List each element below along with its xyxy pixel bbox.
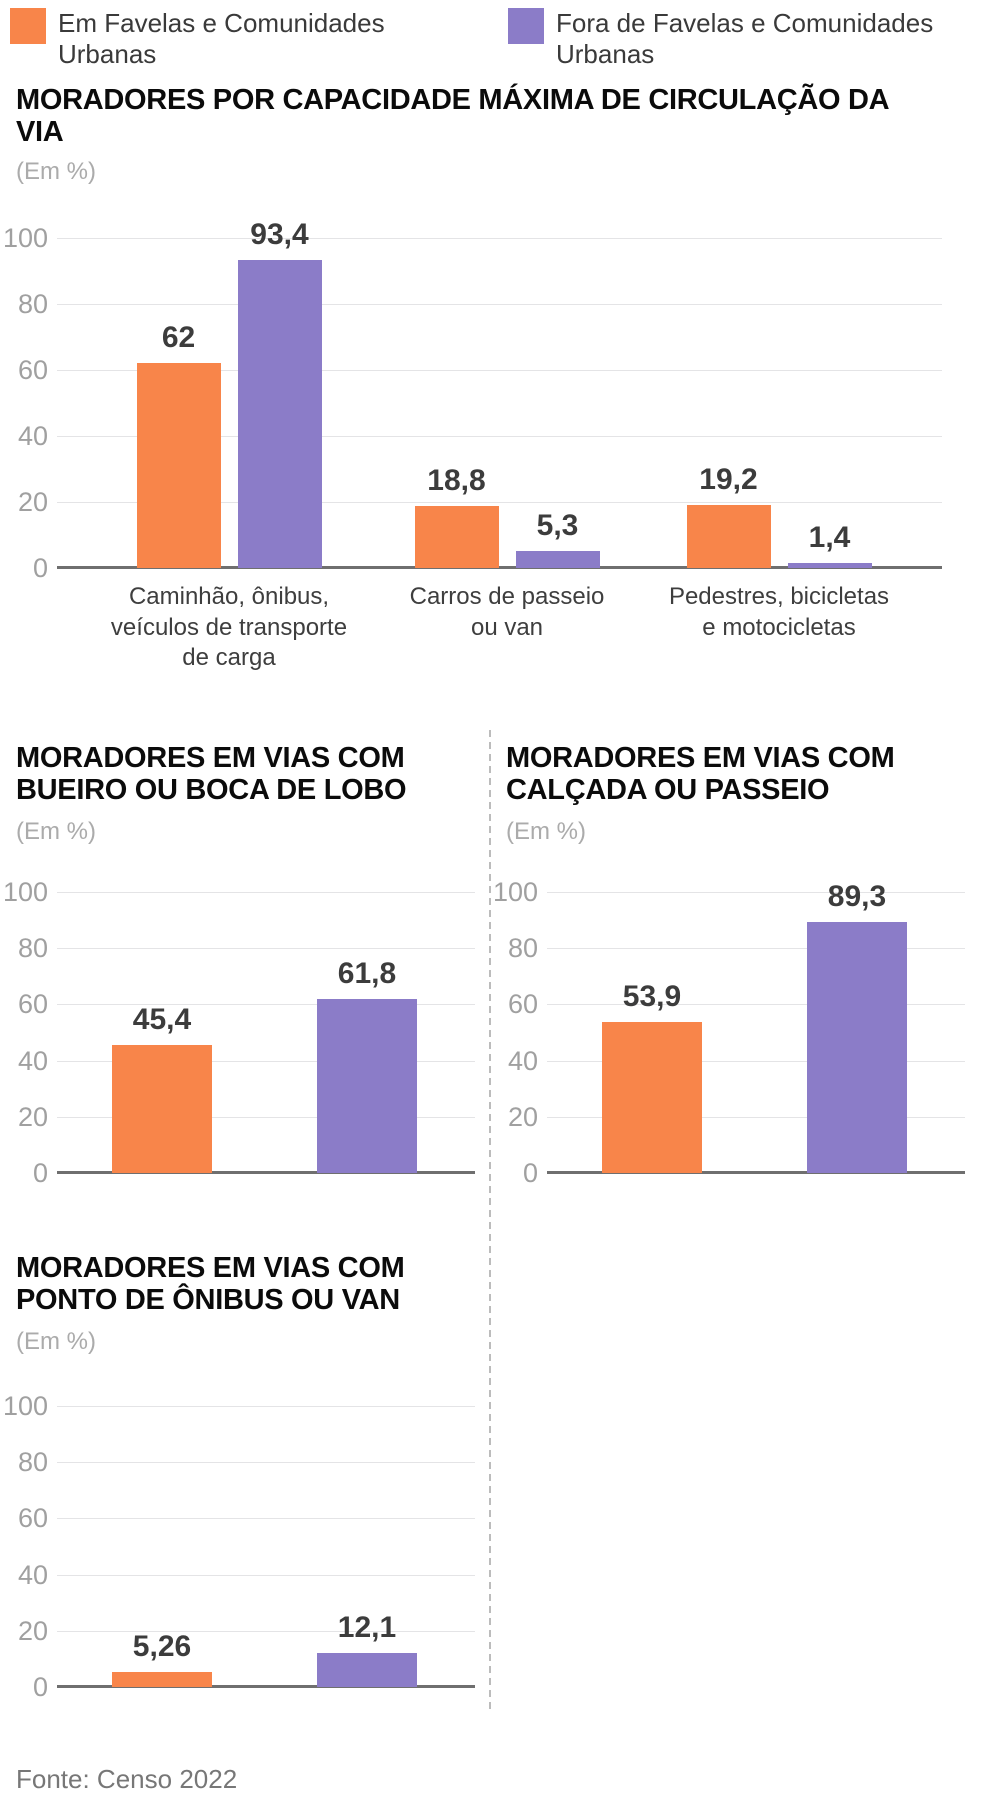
chart4-plot: 0 20 40 60 80 100 5,26 12,1 xyxy=(3,1392,475,1701)
category-label: Caminhão, ônibus, veículos de transporte… xyxy=(110,583,348,672)
gridline xyxy=(57,892,475,893)
category-label: Carros de passeio ou van xyxy=(409,583,605,641)
y-axis-tick-label: 40 xyxy=(17,1045,48,1076)
gridline xyxy=(57,502,942,503)
y-axis-tick-label: 100 xyxy=(2,223,48,253)
gridline xyxy=(57,1462,475,1464)
x-axis-line xyxy=(57,566,942,569)
chart1-subtitle: (Em %) xyxy=(16,158,96,185)
y-axis-tick-label: 20 xyxy=(17,1615,48,1646)
gridline xyxy=(57,304,942,305)
bar-fora-de-favelas xyxy=(787,563,872,568)
bar-value-label: 1,4 xyxy=(808,521,851,555)
y-axis-tick-label: 20 xyxy=(17,487,48,517)
gridline xyxy=(57,1406,475,1407)
bar-em-favelas xyxy=(414,505,499,568)
x-axis-line xyxy=(57,1685,475,1688)
dashed-divider xyxy=(489,730,491,1712)
bar-value-label: 5,3 xyxy=(536,508,579,542)
gridline xyxy=(547,1004,965,1006)
gridline xyxy=(57,1116,475,1118)
y-axis-tick-label: 60 xyxy=(17,355,48,385)
bar-value-label: 45,4 xyxy=(132,1003,192,1037)
y-axis-tick-label: 20 xyxy=(17,1101,48,1132)
x-axis-line xyxy=(547,1171,965,1174)
gridline xyxy=(57,1060,475,1062)
bar-value-label: 53,9 xyxy=(622,979,682,1013)
bar-em-favelas xyxy=(686,504,771,568)
gridline xyxy=(547,948,965,950)
chart4-title: MORADORES EM VIAS COM PONTO DE ÔNIBUS OU… xyxy=(16,1252,405,1317)
legend-swatch-em-favelas xyxy=(10,8,46,44)
legend-item-fora-de-favelas: Fora de Favelas e Comunidades Urbanas xyxy=(508,8,956,70)
y-axis-tick-label: 80 xyxy=(17,1447,48,1478)
bar-value-label: 12,1 xyxy=(337,1611,397,1644)
bar-fora-de-favelas xyxy=(237,259,322,568)
chart2-title: MORADORES EM VIAS COM BUEIRO OU BOCA DE … xyxy=(16,742,407,807)
gridline xyxy=(57,1004,475,1006)
y-axis-tick-label: 0 xyxy=(32,1158,48,1188)
legend-swatch-fora-de-favelas xyxy=(508,8,544,44)
y-axis-tick-label: 100 xyxy=(492,877,538,907)
bar-value-label: 18,8 xyxy=(427,463,486,497)
gridline xyxy=(57,1518,475,1520)
gridline xyxy=(57,1630,475,1632)
y-axis-tick-label: 0 xyxy=(522,1158,538,1188)
legend-label-fora-de-favelas: Fora de Favelas e Comunidades Urbanas xyxy=(556,8,934,70)
y-axis-tick-label: 20 xyxy=(507,1101,538,1132)
y-axis-tick-label: 80 xyxy=(17,289,48,319)
legend-label-em-favelas: Em Favelas e Comunidades Urbanas xyxy=(58,8,385,70)
gridline xyxy=(547,1060,965,1062)
bar-value-label: 62 xyxy=(161,321,196,355)
y-axis-tick-label: 40 xyxy=(507,1045,538,1076)
bar-value-label: 93,4 xyxy=(250,217,309,251)
source-note: Fonte: Censo 2022 xyxy=(16,1764,238,1794)
bar-em-favelas xyxy=(136,363,221,568)
y-axis-tick-label: 40 xyxy=(17,421,48,451)
y-axis-tick-label: 100 xyxy=(2,1391,48,1421)
chart4-subtitle: (Em %) xyxy=(16,1328,96,1355)
bar-fora-de-favelas xyxy=(317,1653,417,1687)
gridline xyxy=(57,1574,475,1576)
y-axis-tick-label: 60 xyxy=(17,1503,48,1534)
chart3-title: MORADORES EM VIAS COM CALÇADA OU PASSEIO xyxy=(506,742,895,807)
bar-fora-de-favelas xyxy=(807,922,907,1173)
chart1-plot: 0 20 40 60 80 100 62 93,4 Caminhão, ônibus, veíc… xyxy=(3,218,942,671)
y-axis-tick-label: 60 xyxy=(17,989,48,1020)
chart2-plot: 0 20 40 60 80 100 45,4 61,8 xyxy=(3,878,475,1187)
gridline xyxy=(57,948,475,950)
chart2-subtitle: (Em %) xyxy=(16,818,96,845)
legend: Em Favelas e Comunidades Urbanas Fora de… xyxy=(10,8,980,70)
y-axis-tick-label: 0 xyxy=(32,553,48,583)
y-axis-tick-label: 40 xyxy=(17,1559,48,1590)
gridline xyxy=(57,238,942,239)
chart1-title: MORADORES POR CAPACIDADE MÁXIMA DE CIRCU… xyxy=(16,84,889,149)
bar-em-favelas xyxy=(112,1045,212,1173)
bar-value-label: 19,2 xyxy=(699,462,758,496)
gridline xyxy=(547,892,965,893)
y-axis-tick-label: 60 xyxy=(507,989,538,1020)
bar-em-favelas xyxy=(112,1672,212,1687)
bar-fora-de-favelas xyxy=(317,999,417,1173)
gridline xyxy=(57,436,942,437)
y-axis-tick-label: 80 xyxy=(17,933,48,964)
chart3-subtitle: (Em %) xyxy=(506,818,586,845)
bar-value-label: 5,26 xyxy=(132,1630,192,1664)
bar-fora-de-favelas xyxy=(515,550,600,568)
gridline xyxy=(547,1116,965,1118)
legend-item-em-favelas: Em Favelas e Comunidades Urbanas xyxy=(10,8,508,70)
chart3-plot: 0 20 40 60 80 100 53,9 89,3 xyxy=(493,878,965,1187)
gridline xyxy=(57,370,942,371)
bar-em-favelas xyxy=(602,1021,702,1173)
bar-value-label: 89,3 xyxy=(827,880,887,914)
x-axis-line xyxy=(57,1171,475,1174)
y-axis-tick-label: 100 xyxy=(2,877,48,907)
bar-value-label: 61,8 xyxy=(337,957,397,991)
category-label: Pedestres, bicicletas e motocicletas xyxy=(668,583,890,641)
y-axis-tick-label: 0 xyxy=(32,1672,48,1702)
y-axis-tick-label: 80 xyxy=(507,933,538,964)
